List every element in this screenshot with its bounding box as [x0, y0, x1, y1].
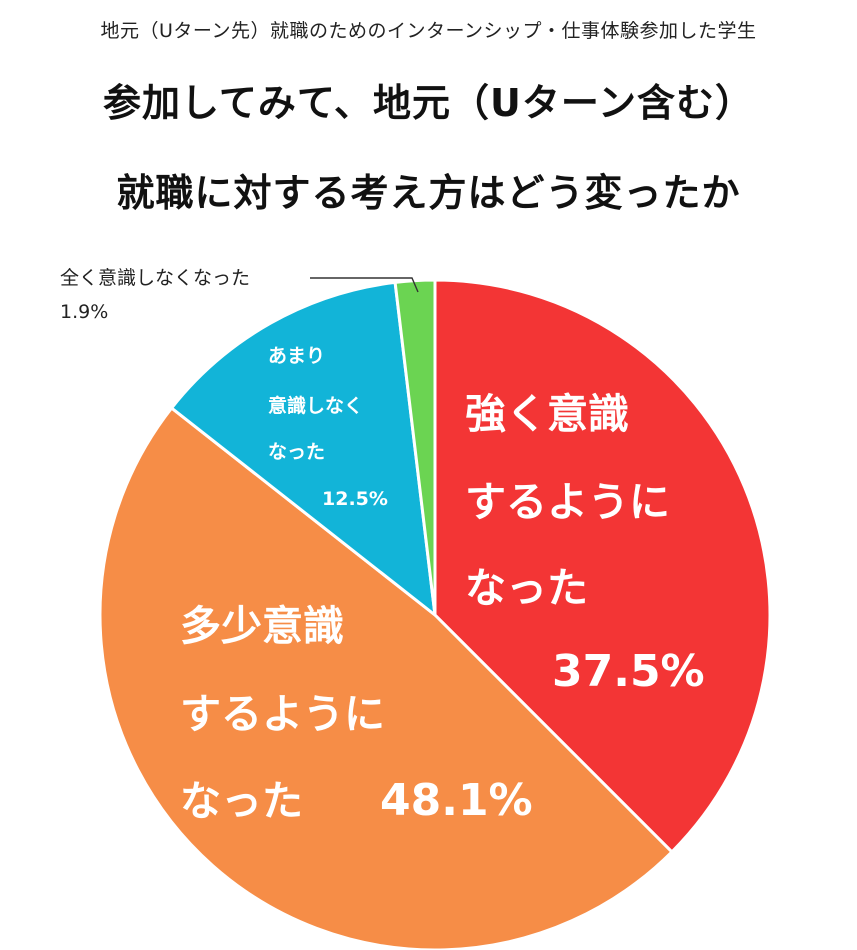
slice-label-strong-line2: するように [465, 478, 670, 526]
slice-label-somewhat-line3: なった [180, 777, 303, 825]
slice-label-strong-line1: 強く意識 [465, 390, 629, 438]
slice-notmuch [169, 280, 437, 619]
chart-title-line2: 就職に対する考え方はどう変ったか [116, 171, 741, 215]
slice-label-notmuch-line2: 意識しなく [268, 394, 363, 417]
slice-value-notatall: 1.9% [60, 301, 108, 323]
slice-value-notmuch: 12.5% [322, 488, 388, 510]
slice-label-notatall: 全く意識しなくなった [60, 267, 250, 289]
chart-title-line1: 参加してみて、地元（Uターン含む） [103, 81, 754, 125]
slice-label-somewhat-line1: 多少意識 [180, 602, 344, 650]
slice-label-notmuch-line3: なった [268, 441, 325, 463]
slice-label-somewhat-line2: するように [180, 690, 385, 738]
pie-slices [98, 278, 772, 950]
leader-line [310, 277, 419, 293]
slice-value-strong: 37.5% [552, 646, 705, 697]
slice-label-strong-line3: なった [465, 564, 588, 612]
slice-strong [433, 278, 772, 855]
slice-label-notmuch-line1: あまり [268, 345, 325, 367]
chart-subtitle: 地元（Uターン先）就職のためのインターンシップ・仕事体験参加した学生 [100, 20, 757, 42]
slice-somewhat [98, 405, 675, 950]
slice-notatall [393, 278, 437, 616]
slice-value-somewhat: 48.1% [380, 775, 533, 826]
